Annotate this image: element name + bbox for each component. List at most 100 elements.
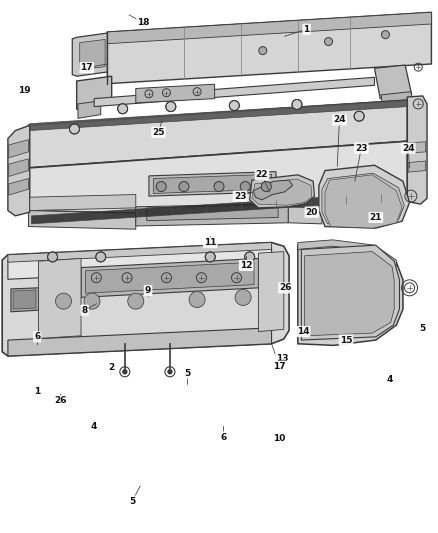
Polygon shape <box>381 92 414 110</box>
Polygon shape <box>301 245 399 340</box>
Polygon shape <box>252 179 312 205</box>
Text: 10: 10 <box>273 434 286 442</box>
Text: 4: 4 <box>387 375 393 384</box>
Circle shape <box>235 289 251 305</box>
Polygon shape <box>39 259 81 338</box>
Text: 14: 14 <box>297 327 309 336</box>
Circle shape <box>240 182 250 191</box>
Polygon shape <box>2 243 289 356</box>
Polygon shape <box>11 288 39 312</box>
Polygon shape <box>304 252 394 336</box>
Circle shape <box>292 100 302 109</box>
Circle shape <box>70 124 79 134</box>
Text: 20: 20 <box>306 208 318 216</box>
Text: 12: 12 <box>240 261 252 270</box>
Text: 19: 19 <box>18 86 30 95</box>
Polygon shape <box>28 211 136 229</box>
Polygon shape <box>136 84 215 103</box>
Polygon shape <box>8 248 272 279</box>
Text: 25: 25 <box>152 128 165 136</box>
Text: 15: 15 <box>340 336 352 344</box>
Text: 26: 26 <box>279 284 292 292</box>
Polygon shape <box>298 240 396 266</box>
Text: 2: 2 <box>109 364 115 372</box>
Text: 24: 24 <box>402 144 414 152</box>
Polygon shape <box>250 175 314 208</box>
Circle shape <box>381 30 389 39</box>
Circle shape <box>261 182 271 191</box>
Polygon shape <box>322 173 404 225</box>
Polygon shape <box>298 243 403 345</box>
Text: 17: 17 <box>81 63 93 72</box>
Polygon shape <box>8 328 272 356</box>
Circle shape <box>189 292 205 308</box>
Text: 23: 23 <box>355 144 367 152</box>
Polygon shape <box>28 100 407 168</box>
Circle shape <box>84 293 100 309</box>
Circle shape <box>166 102 176 111</box>
Circle shape <box>230 101 239 110</box>
Text: 24: 24 <box>333 116 346 124</box>
Text: 6: 6 <box>220 433 226 441</box>
Polygon shape <box>28 141 407 213</box>
Polygon shape <box>78 101 101 118</box>
Polygon shape <box>30 100 407 131</box>
Text: 23: 23 <box>234 192 246 200</box>
Text: 17: 17 <box>273 362 286 370</box>
Polygon shape <box>149 172 276 196</box>
Polygon shape <box>374 65 412 99</box>
Circle shape <box>259 46 267 55</box>
Polygon shape <box>153 174 272 193</box>
Circle shape <box>214 182 224 191</box>
Text: 1: 1 <box>34 387 40 396</box>
Text: 5: 5 <box>420 325 426 333</box>
Polygon shape <box>13 290 36 309</box>
Text: 21: 21 <box>370 213 382 222</box>
Polygon shape <box>136 204 288 226</box>
Text: 6: 6 <box>34 333 40 341</box>
Polygon shape <box>94 77 374 107</box>
Polygon shape <box>407 96 427 204</box>
Polygon shape <box>258 252 284 332</box>
Circle shape <box>56 293 71 309</box>
Text: 5: 5 <box>129 497 135 505</box>
Polygon shape <box>32 192 406 224</box>
Polygon shape <box>85 262 254 293</box>
Polygon shape <box>288 207 322 224</box>
Circle shape <box>205 252 215 262</box>
Circle shape <box>128 293 144 309</box>
Polygon shape <box>72 33 107 76</box>
Circle shape <box>123 370 127 374</box>
Polygon shape <box>77 76 112 109</box>
Text: 5: 5 <box>184 369 190 377</box>
Polygon shape <box>319 165 410 228</box>
Polygon shape <box>147 205 278 221</box>
Polygon shape <box>80 39 105 70</box>
Polygon shape <box>81 259 258 297</box>
Text: 11: 11 <box>204 238 216 247</box>
Circle shape <box>156 182 166 191</box>
Polygon shape <box>9 179 28 195</box>
Text: 22: 22 <box>256 171 268 179</box>
Circle shape <box>118 104 127 114</box>
Circle shape <box>48 252 57 262</box>
Polygon shape <box>253 180 293 200</box>
Circle shape <box>245 252 254 262</box>
Polygon shape <box>8 243 272 262</box>
Text: 4: 4 <box>91 422 97 431</box>
Polygon shape <box>8 125 30 216</box>
Circle shape <box>325 37 332 46</box>
Polygon shape <box>30 195 136 211</box>
Text: 13: 13 <box>276 354 289 362</box>
Text: 1: 1 <box>304 25 310 34</box>
Text: 18: 18 <box>138 19 150 27</box>
Text: 26: 26 <box>54 397 67 405</box>
Circle shape <box>168 370 172 374</box>
Text: 9: 9 <box>145 286 151 295</box>
Polygon shape <box>107 12 431 44</box>
Polygon shape <box>408 161 426 172</box>
Polygon shape <box>107 12 431 84</box>
Circle shape <box>354 111 364 121</box>
Circle shape <box>179 182 189 191</box>
Polygon shape <box>408 142 426 153</box>
